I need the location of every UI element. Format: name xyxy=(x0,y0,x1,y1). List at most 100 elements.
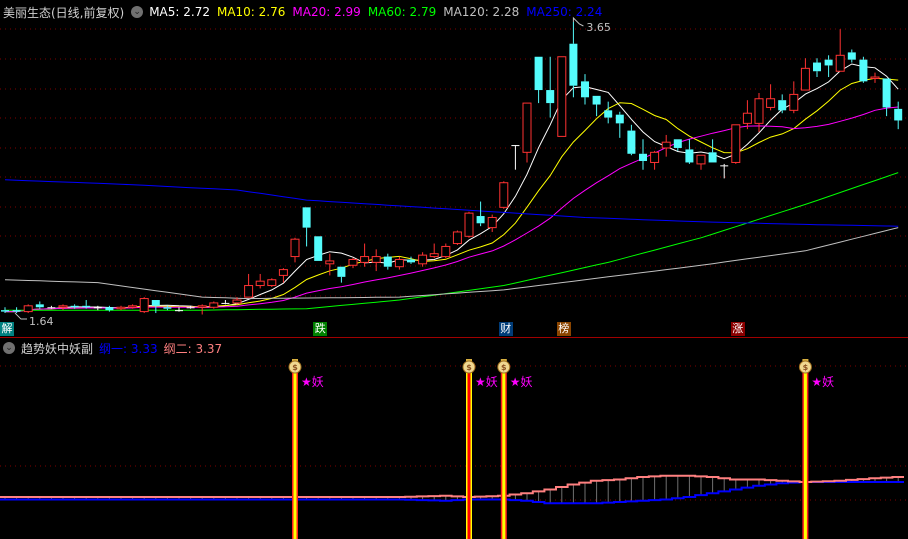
candle-body xyxy=(47,307,56,309)
candle-body xyxy=(383,256,392,267)
candle xyxy=(778,94,787,114)
candle xyxy=(708,139,717,163)
candle xyxy=(348,258,358,269)
candle-body xyxy=(337,266,346,277)
candle xyxy=(546,56,555,118)
candle xyxy=(407,256,415,264)
candle-body xyxy=(813,62,821,72)
candle-body xyxy=(418,254,428,265)
candle xyxy=(12,307,21,314)
candle xyxy=(789,81,799,114)
candle-body xyxy=(209,302,219,308)
event-badge[interactable]: 财 xyxy=(498,322,513,336)
ma5-line xyxy=(5,63,899,313)
candle xyxy=(139,297,149,314)
candle-body xyxy=(105,307,114,311)
candle xyxy=(847,49,856,63)
ma10-line xyxy=(5,77,899,313)
candle-body xyxy=(464,212,474,237)
candle-body xyxy=(742,112,752,124)
candle-body xyxy=(882,78,891,108)
ma120-line xyxy=(4,227,899,300)
candle-body xyxy=(221,302,230,304)
candle-body xyxy=(859,59,868,82)
candle xyxy=(452,230,462,245)
signal-bar xyxy=(803,372,807,539)
candle xyxy=(731,124,741,164)
event-badge[interactable]: 榜 xyxy=(556,322,571,336)
candle-body xyxy=(128,305,138,308)
ma20-label: MA20: 2.99 xyxy=(292,5,361,19)
candle-body xyxy=(267,279,277,287)
candle xyxy=(337,266,346,283)
candle-body xyxy=(673,139,682,148)
stock-title[interactable]: 美丽生态(日线,前复权) xyxy=(3,5,125,20)
event-badge[interactable]: 涨 xyxy=(730,322,745,336)
chart-header: 美丽生态(日线,前复权) ⌄ MA5: 2.72 MA10: 2.76 MA20… xyxy=(0,3,609,21)
line2-series xyxy=(0,474,904,498)
candle xyxy=(569,22,578,98)
candle xyxy=(604,101,613,124)
candle-body xyxy=(627,130,636,154)
candle xyxy=(800,58,810,91)
candle-body xyxy=(407,259,415,263)
candle xyxy=(371,249,381,272)
chevron-down-circle-icon[interactable]: ⌄ xyxy=(3,342,15,354)
candle-body xyxy=(116,306,126,310)
signal-bar xyxy=(467,372,471,539)
candle-body xyxy=(58,305,68,308)
candle xyxy=(418,252,428,267)
candle-body xyxy=(186,307,195,309)
signal-label: ★妖 xyxy=(811,375,834,389)
candle xyxy=(383,253,392,270)
candle-body xyxy=(290,238,300,258)
candle xyxy=(685,139,694,164)
candle xyxy=(882,78,891,117)
signal-bar xyxy=(293,372,297,539)
candle xyxy=(151,300,160,314)
money-bag-icon xyxy=(288,360,302,374)
candle xyxy=(186,305,195,309)
candle xyxy=(325,253,335,276)
candle-body xyxy=(35,304,44,308)
candle xyxy=(464,211,474,238)
candle xyxy=(314,236,323,261)
candle xyxy=(673,139,682,151)
money-bag-icon xyxy=(798,360,812,374)
candle xyxy=(696,154,706,170)
candle xyxy=(615,111,624,138)
candle-body xyxy=(835,54,845,72)
indicator-title[interactable]: 趋势妖中妖副 xyxy=(21,341,94,356)
candle xyxy=(661,134,671,157)
candle-body xyxy=(522,102,532,153)
money-bag-symbol: $ xyxy=(501,363,507,372)
money-bag-symbol: $ xyxy=(292,363,298,372)
ma60-line xyxy=(5,172,899,311)
candle-body xyxy=(325,260,335,265)
ma250-label: MA250: 2.24 xyxy=(526,5,603,19)
candle-body xyxy=(175,310,183,312)
high-marker-arrow xyxy=(572,16,584,27)
candle-body xyxy=(360,256,370,263)
candle xyxy=(650,150,660,170)
candle xyxy=(197,304,207,315)
candle-body xyxy=(778,100,787,111)
event-badge[interactable]: 解 xyxy=(0,322,14,336)
candle-body xyxy=(894,108,903,121)
signal-label: ★妖 xyxy=(510,375,533,389)
chevron-down-circle-icon[interactable]: ⌄ xyxy=(131,6,144,18)
candle-body xyxy=(696,154,706,165)
event-badge[interactable]: 跌 xyxy=(313,322,328,336)
line1-series xyxy=(0,481,904,505)
candle-body xyxy=(581,81,589,98)
candle xyxy=(429,243,439,259)
candle-body xyxy=(870,76,880,79)
candle-body xyxy=(163,307,172,309)
candle-body xyxy=(232,299,242,304)
candle-body xyxy=(685,149,694,163)
candle xyxy=(175,307,183,312)
candle xyxy=(499,181,509,209)
candle-body xyxy=(23,305,33,313)
line2-label: 纲二: 3.37 xyxy=(163,341,223,356)
